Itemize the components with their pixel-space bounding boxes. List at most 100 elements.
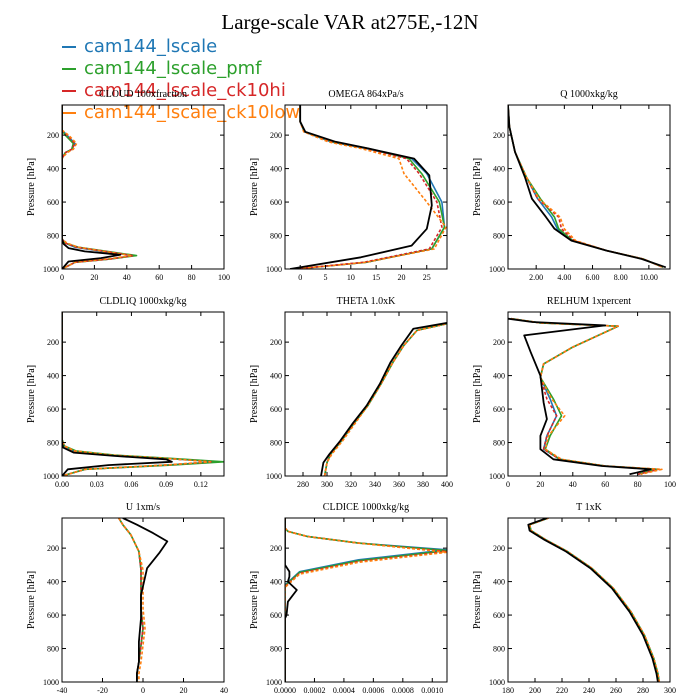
y-tick-label: 1000 — [489, 678, 505, 687]
x-tick-label: 60 — [155, 273, 163, 282]
y-tick-label: 1000 — [43, 678, 59, 687]
y-tick-label: 800 — [47, 439, 59, 448]
panel-title: THETA 1.0xK — [337, 296, 396, 307]
plot-frame — [507, 517, 671, 683]
panel-title: T 1xK — [576, 502, 602, 513]
y-axis-label: Pressure [hPa] — [26, 365, 37, 423]
x-tick-label: -40 — [57, 686, 68, 695]
x-tick-label: 20 — [536, 480, 544, 489]
series-reference — [508, 317, 652, 476]
y-axis-label: Pressure [hPa] — [249, 365, 260, 423]
series-cam144_lscale_pmf — [323, 322, 447, 476]
plot-lines — [118, 518, 169, 682]
x-tick-label: 100 — [664, 480, 676, 489]
x-tick-label: 0.0006 — [362, 686, 384, 695]
y-tick-label: 800 — [270, 232, 282, 241]
x-tick-label: 0 — [141, 686, 145, 695]
series-cam144_lscale_pmf — [285, 518, 447, 682]
y-tick-label: 200 — [270, 544, 282, 553]
panel: RELHUM 1xpercent Pressure [hPa] 0 20 40 60 80 1… — [472, 296, 676, 489]
y-tick-label: 200 — [270, 338, 282, 347]
x-tick-label: 0.0008 — [392, 686, 414, 695]
x-tick-label: 0.03 — [90, 480, 104, 489]
y-tick-label: 600 — [270, 611, 282, 620]
y-tick-label: 800 — [47, 645, 59, 654]
x-tick-label: 0.12 — [194, 480, 208, 489]
x-tick-label: 20 — [90, 273, 98, 282]
y-tick-label: 400 — [47, 578, 59, 587]
series-cam144_lscale_ck10hi — [295, 105, 443, 269]
plot-lines — [289, 105, 447, 269]
y-tick-label: 400 — [493, 578, 505, 587]
panel: OMEGA 864xPa/s Pressure [hPa] 0 5 10 15 20 25 20… — [249, 89, 448, 282]
plot-lines — [508, 105, 667, 269]
series-cam144_lscale — [285, 518, 447, 682]
x-tick-label: 280 — [297, 480, 309, 489]
series-cam144_lscale_ck10hi — [508, 105, 664, 269]
y-tick-label: 800 — [493, 645, 505, 654]
legend-item: cam144_lscale — [62, 36, 217, 57]
y-tick-label: 800 — [270, 645, 282, 654]
y-axis-label: Pressure [hPa] — [26, 158, 37, 216]
panel: U 1xm/s Pressure [hPa] -40 -20 0 20 40 200 400 60… — [26, 502, 228, 695]
panel: T 1xK Pressure [hPa] 180 200 220 240 260 280 300… — [472, 502, 676, 695]
panel-title: CLOUD 100xfraction — [99, 89, 187, 100]
x-tick-label: 20 — [397, 273, 405, 282]
x-tick-label: 40 — [220, 686, 228, 695]
x-tick-label: 300 — [664, 686, 676, 695]
panel: CLOUD 100xfraction Pressure [hPa] 0 20 40 60 8… — [26, 89, 230, 282]
x-tick-label: 100 — [218, 273, 230, 282]
series-cam144_lscale — [62, 105, 135, 269]
series-cam144_lscale_pmf — [511, 317, 658, 476]
legend-label: cam144_lscale_ck10low — [84, 102, 301, 123]
x-tick-label: 300 — [321, 480, 333, 489]
plot-frame — [284, 517, 448, 683]
panel: Q 1000xkg/kg Pressure [hPa] 2.00 4.00 6.00 8.… — [472, 89, 671, 282]
legend-swatch — [62, 112, 76, 114]
y-tick-label: 1000 — [489, 265, 505, 274]
series-reference — [285, 518, 298, 682]
x-tick-label: 0 — [60, 273, 64, 282]
y-tick-label: 200 — [47, 131, 59, 140]
y-tick-label: 1000 — [266, 678, 282, 687]
series-cam144_lscale_ck10low — [285, 518, 447, 682]
plot-frame — [61, 311, 225, 477]
plot-frame — [284, 104, 448, 270]
y-axis-label: Pressure [hPa] — [472, 365, 483, 423]
series-cam144_lscale — [295, 105, 446, 269]
series-cam144_lscale_pmf — [295, 105, 446, 269]
plot-frame — [507, 311, 671, 477]
plot-frame — [61, 104, 225, 270]
x-tick-label: 0.0000 — [274, 686, 296, 695]
legend-label: cam144_lscale_ck10hi — [84, 80, 286, 101]
y-axis-label: Pressure [hPa] — [472, 571, 483, 629]
x-tick-label: 0 — [506, 480, 510, 489]
x-tick-label: 0.0004 — [333, 686, 355, 695]
legend-label: cam144_lscale_pmf — [84, 58, 262, 79]
series-reference — [320, 322, 447, 476]
y-tick-label: 1000 — [266, 472, 282, 481]
x-tick-label: 220 — [556, 686, 568, 695]
series-cam144_lscale_ck10hi — [62, 105, 135, 269]
y-tick-label: 200 — [270, 131, 282, 140]
x-tick-label: 0.00 — [55, 480, 69, 489]
series-reference — [289, 105, 433, 269]
panel-title: RELHUM 1xpercent — [547, 296, 631, 307]
x-tick-label: 40 — [569, 480, 577, 489]
y-tick-label: 400 — [47, 165, 59, 174]
legend-swatch — [62, 46, 76, 48]
legend-swatch — [62, 90, 76, 92]
x-tick-label: 8.00 — [614, 273, 628, 282]
y-tick-label: 800 — [270, 439, 282, 448]
y-axis-label: Pressure [hPa] — [26, 571, 37, 629]
series-cam144_lscale_ck10low — [323, 322, 447, 476]
plot-frame — [507, 104, 671, 270]
series-cam144_lscale_ck10low — [511, 317, 663, 476]
panel-title: CLDLIQ 1000xkg/kg — [100, 296, 187, 307]
y-tick-label: 200 — [47, 544, 59, 553]
plot-lines — [527, 518, 660, 682]
x-tick-label: 260 — [610, 686, 622, 695]
panel: CLDLIQ 1000xkg/kg Pressure [hPa] 0.00 0.03 0… — [26, 296, 225, 489]
legend-swatch — [62, 68, 76, 70]
